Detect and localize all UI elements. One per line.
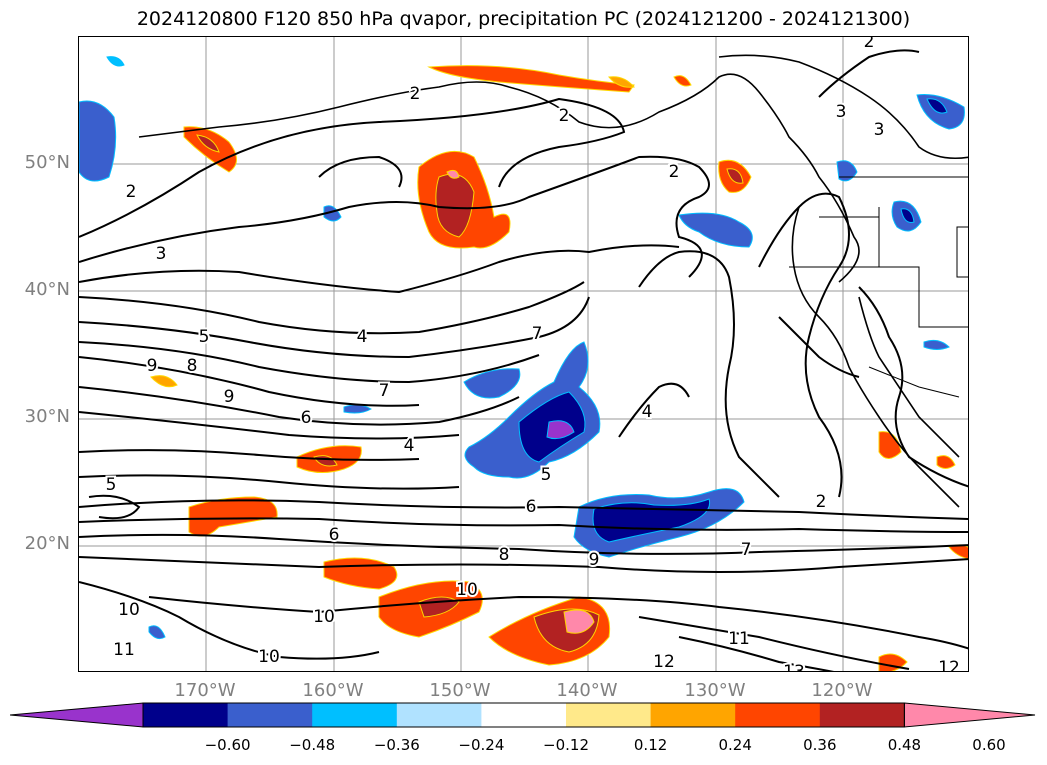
colorbar-tick-label: −0.36	[373, 736, 420, 754]
colorbar-tick-label: 0.60	[972, 736, 1006, 754]
colorbar-tick-label: −0.24	[458, 736, 505, 754]
colorbar-tick-label: −0.12	[543, 736, 589, 754]
contour-label: 10	[258, 647, 280, 667]
contour-label: 2	[126, 182, 137, 202]
lon-label-170w: 170°W	[174, 680, 236, 701]
colorbar-segment	[396, 703, 482, 727]
lon-label-140w: 140°W	[556, 680, 618, 701]
colorbar-segment	[481, 703, 567, 727]
colorbar-tick-label: 0.24	[718, 736, 752, 754]
precip-negative	[79, 56, 965, 640]
colorbar-tick-label: 0.36	[803, 736, 837, 754]
contour-label: 3	[874, 120, 885, 140]
contour-label: 3	[156, 244, 167, 264]
contour-label: 12	[653, 652, 675, 672]
lon-label-160w: 160°W	[302, 680, 364, 701]
colorbar-tick-label: 0.48	[887, 736, 922, 754]
lat-label-40n: 40°N	[24, 279, 70, 300]
contour-label: 2	[410, 84, 421, 104]
figure-title: 2024120800 F120 850 hPa qvapor, precipit…	[136, 8, 911, 30]
lat-label-20n: 20°N	[24, 533, 70, 554]
colorbar-segment	[566, 703, 652, 727]
colorbar-segment	[735, 703, 821, 727]
contour-label: 9	[147, 356, 158, 376]
lon-label-150w: 150°W	[429, 680, 491, 701]
colorbar-tick-label: 0.12	[633, 736, 668, 754]
contour-label: 5	[106, 475, 117, 495]
lat-label-30n: 30°N	[24, 406, 70, 427]
colorbar-tick-label: −0.60	[204, 736, 251, 754]
contour-label: 8	[187, 356, 198, 376]
contour-label: 13	[783, 662, 805, 672]
contour-lines	[79, 49, 968, 671]
colorbar-segment	[819, 703, 905, 727]
contour-label: 5	[541, 465, 552, 485]
lon-label-130w: 130°W	[684, 680, 746, 701]
colorbar-segment	[312, 703, 398, 727]
contour-label: 2	[559, 106, 570, 126]
colorbar-extend-high	[903, 702, 1036, 728]
lon-label-120w: 120°W	[811, 680, 873, 701]
colorbar-segment	[227, 703, 313, 727]
contour-label: 6	[301, 408, 312, 428]
map-panel: 2 2 2 2 2 2 3 3 3 4 4 4 5 5 5 6 6 6 7 7 7 8 8 9 9 9 10 10 10 10 11 11 12…	[78, 36, 969, 672]
contour-label: 4	[357, 327, 368, 347]
contour-label: 6	[526, 497, 537, 517]
contour-label: 4	[642, 402, 653, 422]
contour-label: 7	[532, 324, 543, 344]
contour-label: 7	[741, 540, 752, 560]
colorbar	[10, 702, 1036, 728]
contour-label: 11	[728, 629, 750, 649]
political-borders	[789, 176, 968, 398]
colorbar-frame	[142, 702, 905, 728]
contour-label: 10	[456, 580, 478, 600]
contour-label: 2	[816, 492, 827, 512]
contour-label: 10	[118, 600, 140, 620]
contour-label: 2	[669, 162, 680, 182]
contour-label: 4	[404, 436, 415, 456]
contour-label: 9	[589, 550, 600, 570]
contour-label: 12	[938, 658, 960, 672]
contour-label: 2	[864, 37, 875, 52]
contour-label: 7	[379, 381, 390, 401]
colorbar-segment	[650, 703, 736, 727]
contour-label: 10	[313, 607, 335, 627]
colorbar-extend-low	[10, 702, 144, 728]
lat-label-50n: 50°N	[24, 152, 70, 173]
contour-label: 5	[199, 327, 210, 347]
contour-label: 9	[224, 387, 235, 407]
contour-label: 3	[836, 102, 847, 122]
contour-label: 8	[499, 545, 510, 565]
contour-label: 11	[113, 640, 135, 660]
colorbar-tick-label: −0.48	[289, 736, 336, 754]
contour-label: 6	[329, 525, 340, 545]
colorbar-segment	[143, 703, 229, 727]
